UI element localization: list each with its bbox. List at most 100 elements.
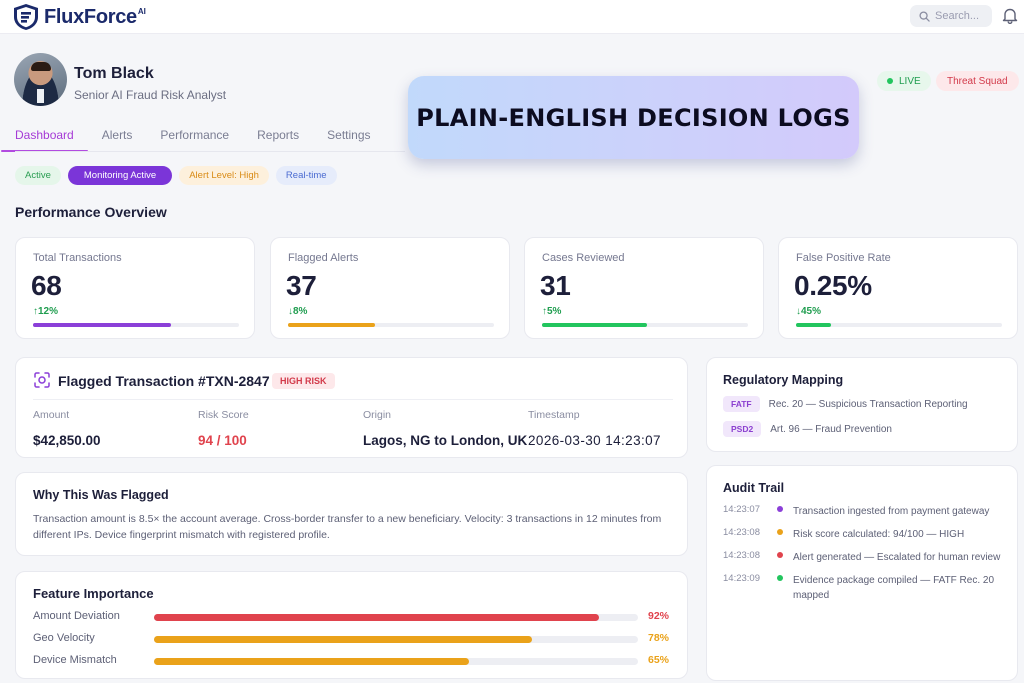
tab-divider [15, 151, 405, 152]
feature-fill [154, 614, 600, 621]
feature-track [154, 614, 638, 621]
audit-time: 14:23:09 [723, 573, 760, 584]
brand-logo[interactable]: FluxForce AI [12, 3, 146, 31]
regulation-tag: FATF [723, 396, 760, 412]
stat-progress-fill [33, 323, 172, 327]
audit-trail-title: Audit Trail [723, 481, 785, 495]
chip-alert-level[interactable]: Alert Level: High [179, 166, 269, 185]
feature-name: Geo Velocity [33, 632, 95, 644]
stat-label: Cases Reviewed [542, 252, 625, 264]
stat-delta: ↑12% [33, 306, 59, 317]
audit-message: Evidence package compiled — FATF Rec. 20… [793, 575, 995, 601]
stat-card-cases-reviewed[interactable]: Cases Reviewed 31 ↑5% [524, 237, 764, 339]
field-risk-score: Risk Score 94 / 100 [198, 409, 249, 448]
tab-settings[interactable]: Settings [327, 128, 371, 142]
tab-dashboard[interactable]: Dashboard [1, 128, 88, 152]
feature-name: Amount Deviation [33, 610, 120, 622]
live-badge: LIVE [877, 71, 931, 91]
feature-percent: 92% [648, 610, 670, 622]
field-value: 2026-03-30 14:23:07 [528, 433, 661, 448]
stat-label: Flagged Alerts [288, 252, 359, 264]
field-value: $42,850.00 [33, 433, 101, 448]
stat-progress-fill [796, 323, 832, 327]
stat-delta: ↓45% [796, 306, 822, 317]
field-origin: Origin Lagos, NG to London, UK [363, 409, 527, 448]
stat-progress-track [33, 323, 239, 327]
feature-percent: 78% [648, 632, 670, 644]
chip-real-time[interactable]: Real-time [275, 166, 337, 185]
feature-fill [154, 658, 469, 665]
regulation-text: Rec. 20 — Suspicious Transaction Reporti… [768, 398, 968, 410]
chip-monitoring-active[interactable]: Monitoring Active [67, 166, 173, 185]
stat-card-false-positive-rate[interactable]: False Positive Rate 0.25% ↓45% [778, 237, 1018, 339]
feature-track [154, 636, 638, 643]
avatar-shirt [37, 89, 44, 103]
chip-active[interactable]: Active [15, 166, 61, 185]
regulatory-mapping-card: Regulatory Mapping FATF Rec. 20 — Suspic… [706, 357, 1018, 452]
profile-name: Tom Black [74, 65, 154, 82]
live-dot-icon [887, 78, 893, 84]
bell-icon[interactable] [1002, 7, 1018, 24]
audit-dot-icon [777, 575, 783, 581]
stat-label: Total Transactions [33, 252, 122, 264]
feature-percent: 65% [648, 654, 670, 666]
audit-message: Risk score calculated: 94/100 — HIGH [793, 529, 965, 540]
regulation-tag: PSD2 [723, 421, 762, 437]
why-flagged-text: Transaction amount is 8.5× the account a… [33, 513, 662, 541]
feature-fill [154, 636, 532, 643]
status-chips: Active Monitoring Active Alert Level: Hi… [15, 166, 344, 185]
stat-card-total-transactions[interactable]: Total Transactions 68 ↑12% [15, 237, 255, 339]
field-label: Risk Score [198, 409, 249, 421]
feature-row: Geo Velocity 78% [33, 632, 673, 646]
shield-logo-icon [14, 4, 38, 30]
decision-logs-banner: PLAIN-ENGLISH DECISION LOGS [408, 76, 859, 159]
field-value: Lagos, NG to London, UK [363, 433, 528, 448]
stat-progress-track [542, 323, 748, 327]
tab-performance[interactable]: Performance [160, 128, 230, 142]
feature-row: Amount Deviation 92% [33, 610, 673, 624]
regulation-item[interactable]: FATF Rec. 20 — Suspicious Transaction Re… [723, 396, 968, 412]
tab-bar: Dashboard Alerts Performance Reports Set… [1, 128, 399, 152]
audit-time: 14:23:07 [723, 504, 760, 515]
stat-delta: ↑5% [542, 306, 562, 317]
stat-progress-fill [542, 323, 648, 327]
tab-reports[interactable]: Reports [257, 128, 300, 142]
audit-dot-icon [777, 552, 783, 558]
stat-label: False Positive Rate [796, 252, 891, 264]
search-input[interactable]: Search... [910, 5, 992, 27]
scan-target-icon [34, 372, 50, 388]
stat-progress-track [288, 323, 494, 327]
why-flagged-title: Why This Was Flagged [33, 488, 169, 502]
brand-name: FluxForce [44, 5, 137, 28]
stat-value: 31 [540, 270, 571, 301]
field-label: Origin [363, 409, 392, 421]
field-label: Timestamp [528, 409, 580, 421]
stat-card-flagged-alerts[interactable]: Flagged Alerts 37 ↓8% [270, 237, 510, 339]
audit-time: 14:23:08 [723, 527, 760, 538]
stat-delta: ↓8% [288, 306, 308, 317]
audit-trail-card: Audit Trail 14:23:07 Transaction ingeste… [706, 465, 1018, 681]
stat-progress-fill [288, 323, 375, 327]
stat-value: 68 [31, 270, 62, 301]
stat-progress-track [796, 323, 1002, 327]
threat-squad-badge: Threat Squad [936, 71, 1019, 91]
field-amount: Amount $42,850.00 [33, 409, 101, 448]
risk-badge: HIGH RISK [272, 373, 335, 389]
performance-overview-title: Performance Overview [15, 204, 167, 220]
audit-message: Transaction ingested from payment gatewa… [793, 506, 990, 517]
why-flagged-card: Why This Was Flagged Transaction amount … [15, 472, 688, 556]
tab-alerts[interactable]: Alerts [101, 128, 133, 142]
avatar[interactable] [14, 53, 67, 106]
top-bar: FluxForce AI Search... [0, 0, 1024, 34]
brand-suffix: AI [137, 6, 146, 16]
feature-importance-title: Feature Importance [33, 586, 154, 601]
stat-value: 0.25% [794, 270, 872, 301]
field-label: Amount [33, 409, 70, 421]
audit-dot-icon [777, 506, 783, 512]
audit-message: Alert generated — Escalated for human re… [793, 552, 1001, 563]
regulatory-mapping-title: Regulatory Mapping [723, 373, 844, 387]
audit-time: 14:23:08 [723, 550, 760, 561]
regulation-item[interactable]: PSD2 Art. 96 — Fraud Prevention [723, 421, 892, 437]
flagged-transaction-card[interactable]: Flagged Transaction #TXN-2847 HIGH RISK … [15, 357, 688, 458]
regulation-text: Art. 96 — Fraud Prevention [770, 423, 892, 435]
